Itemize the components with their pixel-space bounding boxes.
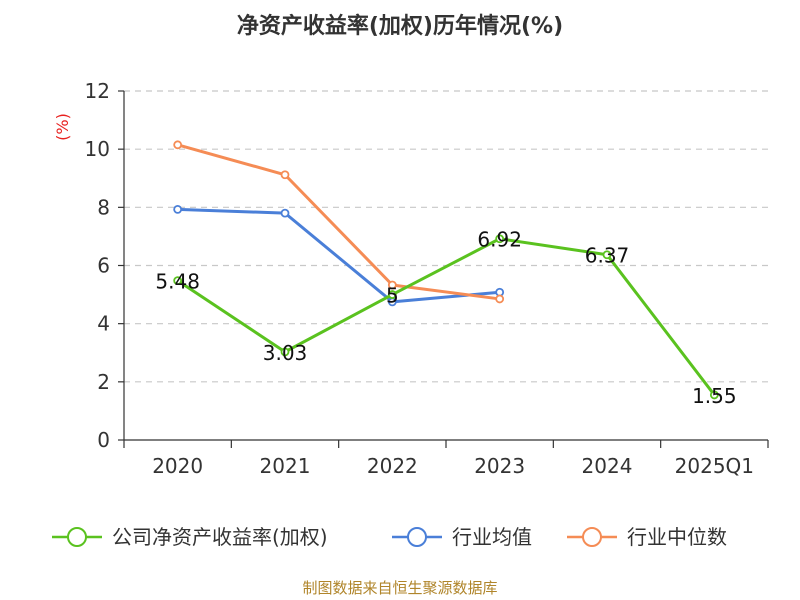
series-point (495, 234, 505, 244)
series-lines (173, 140, 719, 400)
axes: 0 2 4 6 8 10 12 2020 2021 2022 2023 2024 2025Q1 (85, 79, 769, 478)
y-tick-label: 10 (85, 137, 110, 161)
data-labels: 5.48 3.03 5 6.92 6.37 1.55 (155, 228, 736, 408)
chart-title: 净资产收益率(加权)历年情况(%) (237, 13, 563, 39)
series-point (387, 280, 397, 290)
y-tick-label: 8 (97, 195, 110, 219)
y-tick-label: 2 (97, 370, 110, 394)
legend-label: 公司净资产收益率(加权) (112, 525, 328, 549)
legend-marker-icon (67, 527, 87, 547)
series-point (495, 294, 505, 304)
legend-item: 行业均值 (392, 525, 532, 549)
series-point (173, 204, 183, 214)
data-label: 1.55 (692, 384, 737, 408)
x-tick-label: 2020 (152, 454, 203, 478)
legend-item: 公司净资产收益率(加权) (52, 525, 328, 549)
x-tick-label: 2025Q1 (675, 454, 754, 478)
series-line (176, 237, 716, 396)
data-label: 5.48 (155, 270, 200, 294)
y-tick-label: 6 (97, 254, 110, 278)
legend-item: 行业中位数 (567, 525, 727, 549)
x-tick-label: 2022 (367, 454, 418, 478)
y-axis-unit-label: (%) (53, 113, 72, 141)
series-point (602, 250, 612, 260)
legend: 公司净资产收益率(加权) 行业均值 行业中位数 (52, 525, 727, 549)
data-label: 3.03 (263, 341, 308, 365)
series-point (280, 208, 290, 218)
legend-label: 行业均值 (452, 525, 532, 549)
data-label: 5 (386, 284, 399, 308)
series-point (387, 290, 397, 299)
series-line (177, 143, 500, 301)
x-tick-label: 2021 (260, 454, 311, 478)
y-tick-label: 12 (85, 79, 110, 103)
series-point (709, 390, 719, 400)
y-tick-label: 4 (97, 312, 110, 336)
data-label: 6.92 (477, 228, 522, 252)
series-line (177, 207, 500, 304)
series-point (173, 140, 183, 150)
legend-marker-icon (407, 527, 427, 547)
series-point (280, 170, 290, 180)
series-point (173, 276, 183, 286)
source-footer: 制图数据来自恒生聚源数据库 (302, 579, 497, 597)
legend-label: 行业中位数 (627, 525, 727, 549)
x-tick-label: 2024 (582, 454, 633, 478)
data-label: 6.37 (585, 244, 630, 268)
y-tick-label: 0 (97, 428, 110, 452)
x-tick-label: 2023 (474, 454, 525, 478)
legend-marker-icon (582, 527, 602, 547)
series-point (280, 347, 290, 357)
